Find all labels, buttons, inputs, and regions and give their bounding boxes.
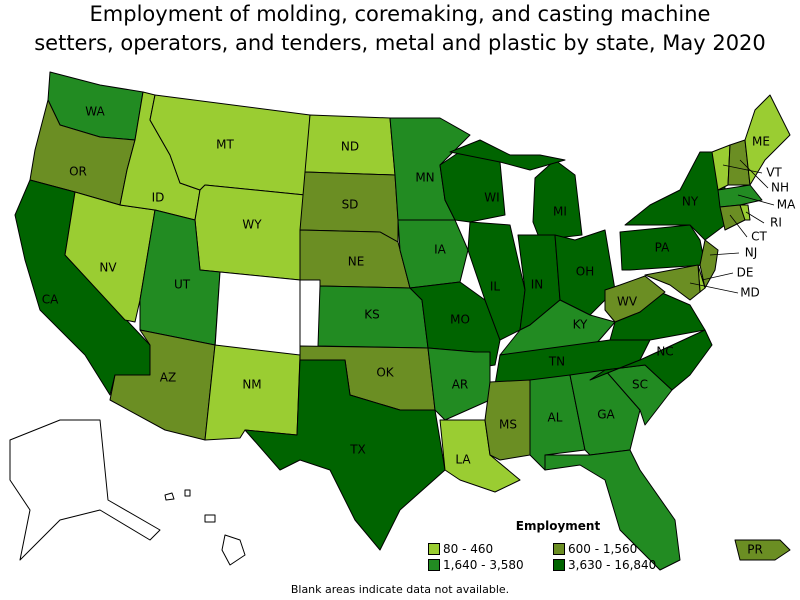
state-label-nv: NV: [99, 261, 117, 275]
state-label-nd: ND: [341, 140, 359, 154]
state-label-ca: CA: [42, 293, 59, 307]
state-label-ma: MA: [777, 198, 796, 212]
state-label-il: IL: [490, 280, 501, 294]
leader-line-ri: [745, 211, 765, 224]
state-mi[interactable]: [449, 139, 566, 171]
state-label-in: IN: [531, 278, 544, 292]
state-ak[interactable]: [9, 419, 161, 561]
state-label-ga: GA: [597, 408, 615, 422]
state-label-tx: TX: [349, 443, 366, 457]
state-hi[interactable]: [164, 492, 175, 501]
legend-item-0: 80 - 460: [428, 542, 553, 556]
state-label-ny: NY: [682, 195, 699, 209]
state-fl[interactable]: [544, 449, 681, 571]
legend-item-2: 1,640 - 3,580: [428, 558, 553, 572]
leader-line-vt: [722, 164, 763, 174]
state-ia[interactable]: [397, 219, 469, 289]
state-nm[interactable]: [204, 344, 301, 441]
state-tx[interactable]: [244, 359, 446, 551]
state-hi[interactable]: [184, 489, 191, 497]
state-label-vt: VT: [766, 166, 782, 180]
legend-label: 3,630 - 16,840: [568, 558, 657, 572]
state-ma[interactable]: [717, 184, 763, 208]
state-label-tn: TN: [548, 355, 565, 369]
state-hi[interactable]: [221, 534, 246, 566]
map-title: Employment of molding, coremaking, and c…: [34, 2, 766, 55]
state-label-ms: MS: [499, 418, 517, 432]
state-label-ne: NE: [348, 255, 365, 269]
state-label-ar: AR: [452, 378, 469, 392]
state-ri[interactable]: [739, 204, 751, 221]
state-label-ia: IA: [434, 243, 447, 257]
state-label-oh: OH: [576, 265, 594, 279]
legend-item-3: 3,630 - 16,840: [553, 558, 703, 572]
state-label-wv: WV: [617, 295, 638, 309]
state-label-nc: NC: [656, 345, 673, 359]
state-label-mn: MN: [415, 171, 434, 185]
state-label-az: AZ: [160, 371, 176, 385]
state-label-ut: UT: [174, 278, 191, 292]
state-label-wa: WA: [85, 105, 105, 119]
state-label-nh: NH: [771, 181, 789, 195]
leader-line-nh: [739, 159, 769, 189]
state-nj[interactable]: [699, 239, 719, 289]
state-label-md: MD: [740, 286, 760, 300]
state-label-sd: SD: [342, 198, 359, 212]
state-label-ok: OK: [376, 366, 394, 380]
state-nc[interactable]: [589, 329, 713, 391]
state-md[interactable]: [644, 264, 701, 301]
footnote: Blank areas indicate data not available.: [290, 583, 510, 596]
legend-swatch: [428, 543, 440, 555]
legend: Employment 80 - 460 600 - 1,560 1,640 - …: [428, 519, 728, 572]
state-il[interactable]: [467, 221, 526, 341]
state-label-ct: CT: [751, 230, 767, 244]
leader-line-de: [701, 272, 734, 281]
state-label-mi: MI: [553, 205, 567, 219]
legend-label: 80 - 460: [443, 542, 494, 556]
state-label-pa: PA: [655, 241, 670, 255]
state-label-sc: SC: [632, 378, 648, 392]
state-label-al: AL: [548, 411, 563, 425]
legend-label: 600 - 1,560: [568, 542, 638, 556]
state-label-nj: NJ: [745, 246, 758, 260]
leader-line-ct: [729, 214, 748, 238]
legend-label: 1,640 - 3,580: [443, 558, 524, 572]
state-mi[interactable]: [532, 159, 583, 241]
state-label-ky: KY: [573, 318, 588, 332]
legend-swatch: [553, 543, 565, 555]
state-label-wy: WY: [242, 218, 262, 232]
leader-line-md: [689, 282, 739, 294]
legend-swatch: [553, 559, 565, 571]
state-pr[interactable]: [734, 539, 791, 561]
state-label-nm: NM: [242, 378, 261, 392]
state-wv[interactable]: [604, 275, 666, 323]
state-label-ks: KS: [364, 308, 380, 322]
legend-swatch: [428, 559, 440, 571]
state-label-pr: PR: [747, 543, 763, 557]
state-label-mt: MT: [216, 138, 234, 152]
state-wy[interactable]: [194, 184, 306, 281]
state-label-mo: MO: [450, 313, 470, 327]
leader-line-ma: [737, 194, 775, 206]
state-label-ri: RI: [770, 216, 782, 230]
state-label-wi: WI: [484, 191, 499, 205]
state-hi[interactable]: [204, 514, 216, 523]
state-label-de: DE: [737, 266, 754, 280]
legend-item-1: 600 - 1,560: [553, 542, 703, 556]
leader-line-nj: [709, 252, 740, 256]
state-label-or: OR: [69, 165, 87, 179]
state-label-me: ME: [752, 135, 770, 149]
state-label-id: ID: [152, 191, 165, 205]
state-label-la: LA: [455, 453, 471, 467]
legend-title: Employment: [515, 519, 601, 533]
